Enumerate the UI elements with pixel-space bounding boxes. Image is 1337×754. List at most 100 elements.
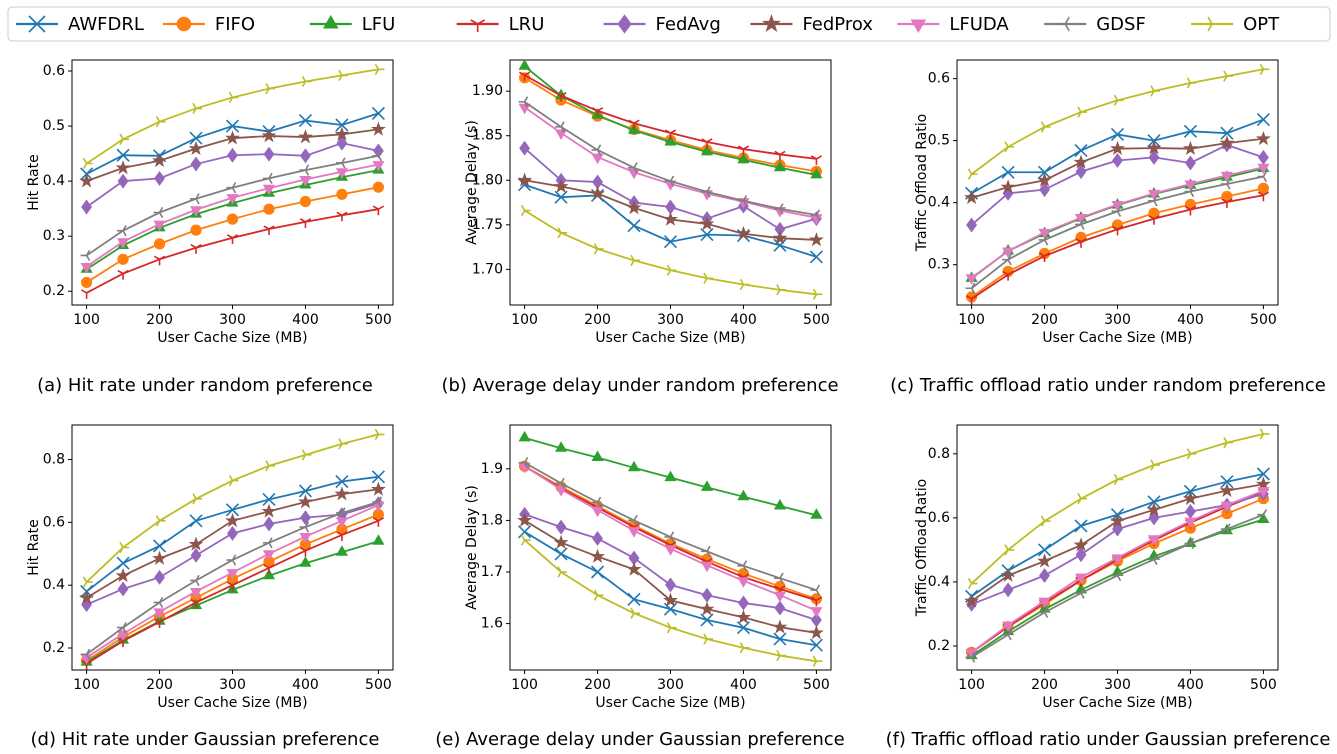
marker — [736, 621, 751, 635]
y-tick-label: 0.8 — [928, 446, 950, 462]
marker — [154, 569, 165, 585]
marker — [628, 119, 640, 130]
marker — [1150, 85, 1160, 97]
x-tick-label: 200 — [1031, 677, 1058, 693]
marker — [189, 587, 203, 599]
marker — [265, 460, 275, 472]
legend-marker — [617, 14, 632, 34]
x-tick-label: 500 — [803, 677, 830, 693]
marker — [372, 143, 384, 159]
marker — [115, 160, 131, 175]
marker — [117, 269, 129, 280]
marker — [153, 618, 166, 628]
marker — [700, 186, 711, 198]
marker — [335, 118, 349, 132]
marker — [190, 224, 202, 236]
marker — [154, 170, 165, 186]
marker — [1113, 473, 1124, 486]
marker — [810, 596, 823, 607]
x-tick-label: 100 — [73, 677, 100, 693]
marker — [593, 243, 604, 255]
marker — [226, 194, 239, 205]
marker — [810, 508, 823, 519]
marker — [965, 282, 976, 294]
caption: (a) Hit rate under random preference — [37, 375, 373, 396]
marker — [664, 470, 677, 482]
marker — [1038, 606, 1049, 618]
x-tick-label: 300 — [219, 312, 246, 328]
marker — [590, 185, 605, 200]
marker — [517, 512, 533, 527]
marker — [1183, 124, 1198, 138]
marker — [299, 164, 310, 176]
y-tick-label: 0.4 — [928, 195, 950, 211]
marker — [737, 577, 750, 588]
marker — [190, 193, 200, 205]
marker — [190, 574, 200, 587]
marker — [1223, 437, 1233, 449]
series-line — [524, 461, 817, 591]
marker — [82, 576, 93, 588]
marker — [664, 175, 675, 187]
marker — [1002, 254, 1012, 266]
y-tick-label: 1.90 — [472, 83, 503, 99]
marker — [299, 546, 312, 557]
marker — [1183, 490, 1198, 505]
marker — [301, 75, 312, 88]
x-tick-label: 400 — [292, 677, 319, 693]
x-tick-label: 300 — [1104, 677, 1131, 693]
marker — [555, 477, 565, 489]
marker — [773, 498, 786, 510]
marker — [225, 130, 240, 145]
x-tick-label: 300 — [657, 312, 684, 328]
marker — [1001, 165, 1015, 179]
marker — [810, 607, 823, 618]
marker — [298, 113, 313, 128]
marker — [1219, 135, 1235, 150]
legend-marker — [176, 16, 192, 32]
marker — [1075, 164, 1087, 180]
marker — [966, 217, 978, 233]
marker — [518, 71, 531, 82]
marker — [334, 486, 350, 501]
marker — [1040, 121, 1051, 133]
marker — [553, 178, 569, 193]
series-line — [524, 77, 817, 173]
legend-label: LRU — [509, 14, 545, 35]
marker — [152, 152, 167, 168]
marker — [1074, 519, 1088, 533]
marker — [663, 602, 678, 616]
x-tick-label: 400 — [730, 677, 757, 693]
marker — [1004, 141, 1015, 153]
legend-label: FedProx — [802, 14, 873, 35]
marker — [1073, 154, 1089, 169]
marker — [967, 168, 978, 180]
marker — [591, 496, 602, 508]
series-line — [971, 483, 1264, 602]
y-tick-label: 0.6 — [43, 514, 65, 530]
marker — [1004, 544, 1015, 556]
marker — [1257, 171, 1268, 183]
marker — [300, 510, 311, 526]
marker — [630, 607, 641, 619]
marker — [593, 589, 604, 601]
y-tick-label: 0.2 — [43, 283, 65, 299]
marker — [1038, 252, 1051, 262]
marker — [699, 216, 715, 231]
marker — [1220, 523, 1231, 535]
marker — [1040, 515, 1051, 527]
legend-label: LFU — [362, 14, 396, 35]
marker — [809, 250, 823, 264]
y-tick-label: 0.6 — [928, 510, 950, 526]
marker — [699, 601, 715, 616]
marker — [1002, 621, 1015, 633]
marker — [555, 91, 567, 102]
marker — [1147, 535, 1161, 546]
marker — [1255, 476, 1271, 491]
marker — [1184, 537, 1195, 550]
marker — [700, 561, 714, 573]
marker — [773, 160, 786, 172]
marker — [263, 203, 275, 215]
marker — [80, 249, 91, 262]
marker — [773, 238, 787, 252]
